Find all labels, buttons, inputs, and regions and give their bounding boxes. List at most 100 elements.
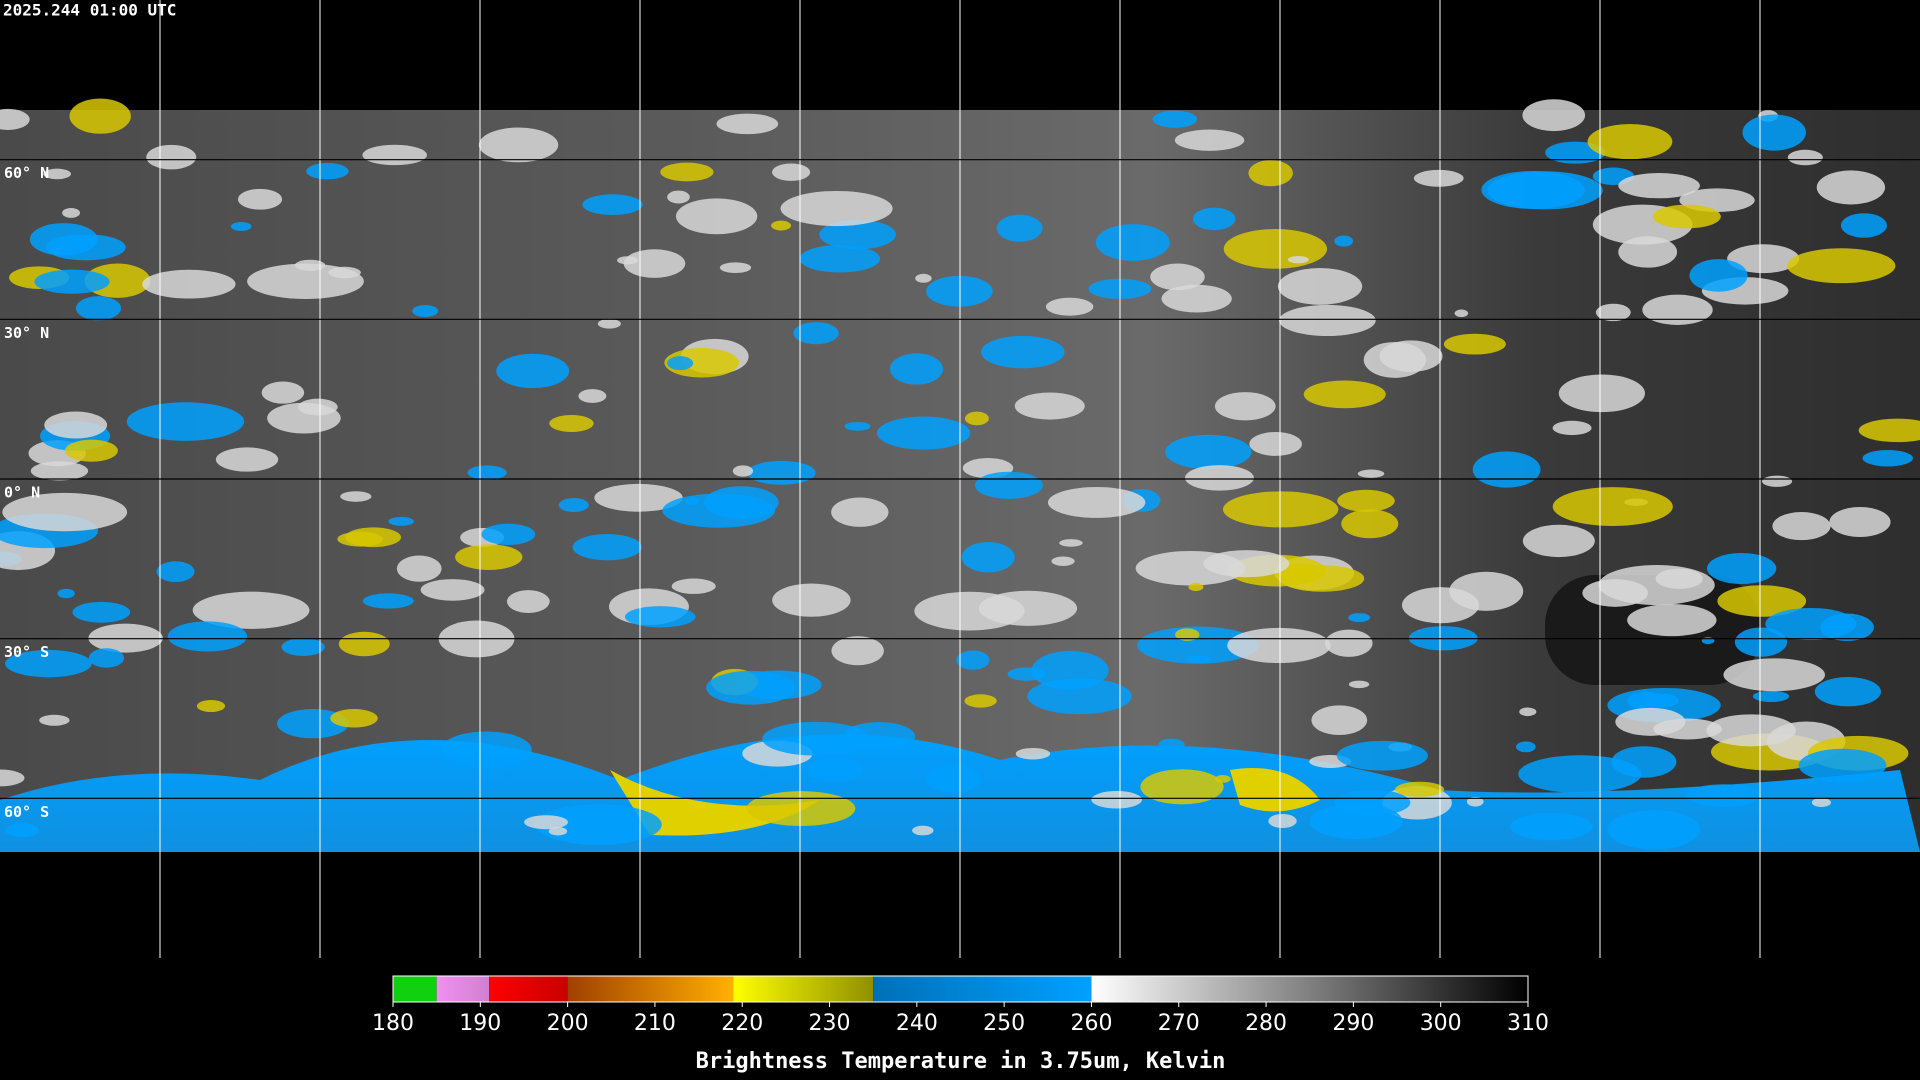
cloud <box>831 636 884 666</box>
cloud <box>1742 114 1807 151</box>
cloud <box>481 523 536 546</box>
cloud <box>1277 267 1363 305</box>
latitude-label: 30° N <box>4 324 49 342</box>
cloud <box>215 447 279 472</box>
cloud <box>1607 810 1701 850</box>
cloud <box>1140 769 1224 805</box>
cloud <box>1311 705 1368 736</box>
cloud <box>1761 475 1793 487</box>
cloud <box>1309 803 1403 840</box>
cloud <box>716 113 779 135</box>
colorbar: 180 190 200 210 220 230 240 250 260 270 280 290 300 3… <box>372 975 1549 1074</box>
cloud <box>915 273 932 283</box>
cloud <box>1192 207 1236 231</box>
latitude-label: 60° S <box>4 803 49 821</box>
cloud <box>1862 449 1913 467</box>
colorbar-tick-label: 240 <box>896 1011 938 1036</box>
cloud <box>1706 552 1777 585</box>
colorbar-tick-label: 260 <box>1070 1011 1112 1036</box>
colorbar-segment <box>567 976 734 1002</box>
cloud <box>1279 304 1376 337</box>
colorbar-tick-label: 180 <box>372 1011 414 1036</box>
cloud <box>281 638 325 656</box>
graticule: 60° N 30° N 0° N 30° S 60° S <box>4 0 1761 958</box>
cloud <box>1363 341 1427 378</box>
cloud <box>1487 171 1603 210</box>
cloud <box>1765 607 1857 641</box>
cloud <box>1161 284 1232 313</box>
cloud <box>192 591 310 629</box>
cloud <box>69 98 131 134</box>
cloud <box>142 269 236 299</box>
cloud <box>1522 99 1586 132</box>
cloud <box>156 561 195 583</box>
cloud <box>1152 110 1198 128</box>
cloud <box>5 823 40 838</box>
colorbar-frame <box>392 975 1529 1003</box>
cloud <box>126 402 245 441</box>
cloud <box>1642 294 1713 325</box>
cloud <box>1552 420 1592 436</box>
cloud <box>1519 707 1537 717</box>
cloud <box>582 194 643 215</box>
colorbar-tick-label: 310 <box>1507 1011 1549 1036</box>
cloud <box>1811 797 1831 807</box>
cloud <box>889 353 943 385</box>
cloud <box>1095 224 1170 261</box>
cloud <box>793 322 839 345</box>
cloud <box>964 694 997 708</box>
cloud <box>1595 303 1631 322</box>
cloud <box>1582 579 1648 607</box>
colorbar-tick-label: 300 <box>1420 1011 1462 1036</box>
cloud <box>548 827 568 836</box>
cloud <box>1840 213 1887 238</box>
cloud <box>1706 714 1797 747</box>
colorbar-tick-label: 250 <box>983 1011 1025 1036</box>
cloud <box>664 348 739 378</box>
cloud <box>1249 431 1302 456</box>
cloud <box>261 381 305 404</box>
cloud <box>62 207 81 218</box>
cloud <box>1014 392 1085 420</box>
cloud <box>1325 629 1373 657</box>
cloud <box>1337 489 1395 512</box>
cloud <box>1734 627 1788 657</box>
cloud <box>1829 506 1891 538</box>
cloud <box>746 791 856 826</box>
cloud <box>876 416 971 450</box>
cloud <box>1051 556 1075 566</box>
cloud <box>0 108 30 130</box>
cloud <box>1644 693 1679 708</box>
cloud <box>1522 524 1595 558</box>
cloud <box>623 249 686 278</box>
cloud <box>1158 738 1185 751</box>
cloud <box>926 275 993 307</box>
cloud <box>420 579 485 601</box>
cloud <box>974 471 1043 499</box>
cloud <box>1059 539 1083 547</box>
cloud <box>1787 149 1823 166</box>
cloud <box>1287 255 1309 264</box>
cloud <box>167 621 248 652</box>
cloud <box>806 758 863 781</box>
latitude-label: 60° N <box>4 164 49 182</box>
colorbar-title: Brightness Temperature in 3.75um, Kelvin <box>696 1049 1226 1074</box>
cloud <box>594 483 683 512</box>
cloud <box>506 590 550 613</box>
cloud <box>1449 571 1524 611</box>
cloud <box>1752 690 1790 702</box>
cloud <box>1717 585 1807 617</box>
cloud <box>39 714 70 726</box>
cloud <box>1334 235 1354 247</box>
cloud <box>1611 746 1677 778</box>
cloud-layer <box>0 98 1920 850</box>
cloud <box>1615 707 1686 736</box>
cloud <box>396 555 442 582</box>
cloud <box>230 221 252 231</box>
cloud <box>1165 434 1252 470</box>
cloud <box>925 764 981 794</box>
cloud <box>1558 374 1645 413</box>
colorbar-tick-label: 190 <box>459 1011 501 1036</box>
cloud <box>961 541 1015 573</box>
